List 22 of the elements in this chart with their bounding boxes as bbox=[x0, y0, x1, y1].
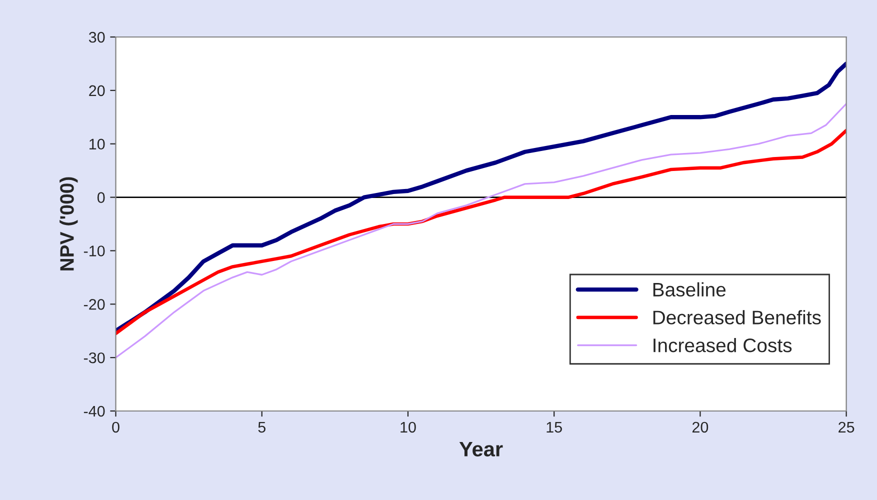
y-tick-label: 0 bbox=[97, 192, 105, 203]
legend-label: Decreased Benefits bbox=[653, 310, 821, 324]
y-tick-label: 10 bbox=[90, 138, 105, 150]
x-tick-label: 20 bbox=[692, 422, 708, 433]
legend-label: Baseline bbox=[653, 282, 726, 297]
y-tick-label: -10 bbox=[84, 246, 105, 256]
y-tick-label: 20 bbox=[89, 85, 105, 96]
x-tick-label: 10 bbox=[400, 422, 416, 433]
y-tick-label: 30 bbox=[88, 32, 105, 43]
line-series bbox=[116, 62, 846, 333]
line-series bbox=[116, 128, 846, 336]
x-tick-label: 0 bbox=[112, 422, 120, 433]
legend-label: Increased Costs bbox=[654, 338, 792, 352]
y-tick-label: -20 bbox=[84, 299, 105, 310]
line-series bbox=[116, 102, 846, 358]
x-tick-label: 25 bbox=[838, 422, 854, 433]
y-tick-label: -30 bbox=[84, 352, 105, 364]
x-axis-title: Year bbox=[459, 442, 503, 457]
y-tick-label: -40 bbox=[84, 406, 105, 417]
x-tick-label: 15 bbox=[546, 422, 562, 433]
y-axis-title: NPV ('000) bbox=[60, 177, 78, 270]
x-tick-label: 5 bbox=[258, 422, 266, 433]
